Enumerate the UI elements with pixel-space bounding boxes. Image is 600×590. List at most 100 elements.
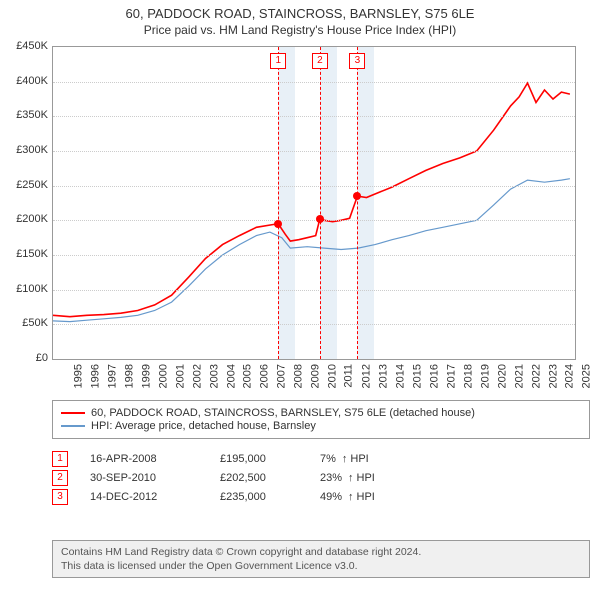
sale-vline (357, 47, 358, 359)
legend: 60, PADDOCK ROAD, STAINCROSS, BARNSLEY, … (52, 400, 590, 439)
ytick-label: £100K (6, 283, 48, 295)
sale-number-box: 1 (52, 451, 68, 467)
ytick-label: £400K (6, 75, 48, 87)
xtick-label: 2001 (174, 364, 186, 388)
gridline-h (53, 220, 575, 221)
xtick-label: 2025 (581, 364, 593, 388)
sales-row: 2 30-SEP-2010£202,50023% ↑HPI (52, 470, 375, 486)
xtick-label: 2010 (327, 364, 339, 388)
sale-date: 14-DEC-2012 (90, 491, 220, 503)
line-series-svg (53, 47, 575, 359)
sale-marker-box: 1 (270, 53, 286, 69)
legend-swatch (61, 425, 85, 427)
xtick-label: 2020 (496, 364, 508, 388)
ytick-label: £300K (6, 144, 48, 156)
footer-attribution: Contains HM Land Registry data © Crown c… (52, 540, 590, 578)
gridline-h (53, 324, 575, 325)
xtick-label: 2000 (157, 364, 169, 388)
footer-line2: This data is licensed under the Open Gov… (61, 559, 581, 573)
xtick-label: 2014 (394, 364, 406, 388)
arrow-up-icon: ↑ (348, 491, 354, 503)
arrow-up-icon: ↑ (342, 453, 348, 465)
ytick-label: £250K (6, 179, 48, 191)
xtick-label: 2017 (445, 364, 457, 388)
sales-table: 116-APR-2008£195,0007%↑HPI230-SEP-2010£2… (52, 448, 375, 508)
sale-marker-dot (353, 192, 361, 200)
xtick-label: 1999 (140, 364, 152, 388)
legend-label: 60, PADDOCK ROAD, STAINCROSS, BARNSLEY, … (91, 407, 475, 419)
sale-diff: 7% ↑HPI (320, 453, 369, 465)
xtick-label: 2009 (310, 364, 322, 388)
xtick-label: 1998 (123, 364, 135, 388)
xtick-label: 2013 (378, 364, 390, 388)
xtick-label: 2021 (513, 364, 525, 388)
footer-line1: Contains HM Land Registry data © Crown c… (61, 545, 581, 559)
sales-row: 3 14-DEC-2012£235,00049% ↑HPI (52, 489, 375, 505)
sale-number-box: 3 (52, 489, 68, 505)
ytick-label: £350K (6, 109, 48, 121)
xtick-label: 2003 (208, 364, 220, 388)
sale-marker-dot (316, 215, 324, 223)
sale-price: £202,500 (220, 472, 320, 484)
sale-vline (278, 47, 279, 359)
xtick-label: 2008 (293, 364, 305, 388)
ytick-label: £50K (6, 317, 48, 329)
xtick-label: 2015 (411, 364, 423, 388)
gridline-h (53, 116, 575, 117)
xtick-label: 2007 (276, 364, 288, 388)
gridline-h (53, 255, 575, 256)
gridline-h (53, 82, 575, 83)
legend-item: 60, PADDOCK ROAD, STAINCROSS, BARNSLEY, … (61, 407, 581, 419)
legend-swatch (61, 412, 85, 414)
gridline-h (53, 290, 575, 291)
sale-date: 30-SEP-2010 (90, 472, 220, 484)
xtick-label: 1996 (89, 364, 101, 388)
gridline-h (53, 186, 575, 187)
sale-diff: 23% ↑HPI (320, 472, 375, 484)
sale-diff-suffix: HPI (357, 472, 375, 484)
chart-container: { "title": "60, PADDOCK ROAD, STAINCROSS… (0, 0, 600, 590)
sale-price: £195,000 (220, 453, 320, 465)
xtick-label: 2024 (564, 364, 576, 388)
plot-area: 1 2 3 (52, 46, 576, 360)
sale-diff-pct: 7% (320, 453, 336, 465)
gridline-h (53, 151, 575, 152)
sale-number-box: 2 (52, 470, 68, 486)
sale-price: £235,000 (220, 491, 320, 503)
sale-marker-box: 2 (312, 53, 328, 69)
xtick-label: 2011 (343, 364, 355, 388)
sale-marker-box: 3 (349, 53, 365, 69)
xtick-label: 2002 (191, 364, 203, 388)
legend-label: HPI: Average price, detached house, Barn… (91, 420, 316, 432)
sale-diff-suffix: HPI (357, 491, 375, 503)
xtick-label: 1995 (72, 364, 84, 388)
xtick-label: 2023 (547, 364, 559, 388)
sale-diff-suffix: HPI (350, 453, 368, 465)
ytick-label: £450K (6, 40, 48, 52)
xtick-label: 2018 (462, 364, 474, 388)
xtick-label: 2012 (361, 364, 373, 388)
xtick-label: 2016 (428, 364, 440, 388)
sale-diff: 49% ↑HPI (320, 491, 375, 503)
ytick-label: £200K (6, 213, 48, 225)
ytick-label: £150K (6, 248, 48, 260)
legend-item: HPI: Average price, detached house, Barn… (61, 420, 581, 432)
ytick-label: £0 (6, 352, 48, 364)
title-block: 60, PADDOCK ROAD, STAINCROSS, BARNSLEY, … (0, 0, 600, 37)
arrow-up-icon: ↑ (348, 472, 354, 484)
sale-vline (320, 47, 321, 359)
xtick-label: 2022 (530, 364, 542, 388)
sale-diff-pct: 49% (320, 491, 342, 503)
series-line (53, 179, 570, 322)
chart-title: 60, PADDOCK ROAD, STAINCROSS, BARNSLEY, … (0, 6, 600, 21)
xtick-label: 2005 (242, 364, 254, 388)
sale-diff-pct: 23% (320, 472, 342, 484)
sale-marker-dot (274, 220, 282, 228)
xtick-label: 2006 (259, 364, 271, 388)
xtick-label: 2004 (225, 364, 237, 388)
xtick-label: 1997 (106, 364, 118, 388)
series-line (53, 83, 570, 317)
chart-subtitle: Price paid vs. HM Land Registry's House … (0, 23, 600, 37)
sales-row: 116-APR-2008£195,0007%↑HPI (52, 451, 375, 467)
xtick-label: 2019 (479, 364, 491, 388)
